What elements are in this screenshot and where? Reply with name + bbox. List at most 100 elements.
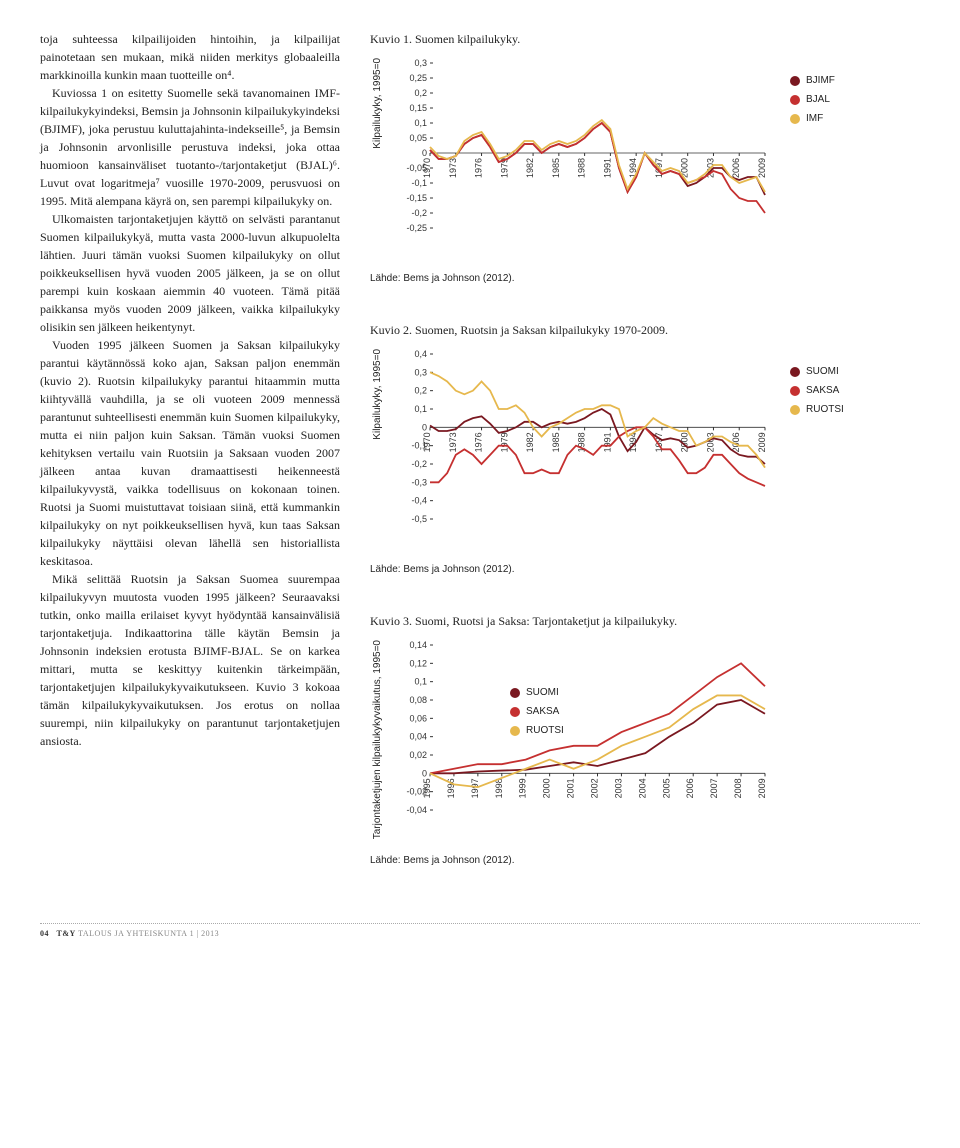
svg-text:0: 0 xyxy=(422,148,427,158)
svg-text:1979: 1979 xyxy=(499,432,509,452)
legend-label: SUOMI xyxy=(806,364,839,379)
legend-label: RUOTSI xyxy=(806,402,844,417)
body-text-column: toja suhteessa kilpailijoiden hintoihin,… xyxy=(40,30,340,903)
legend-label: RUOTSI xyxy=(526,723,564,738)
svg-text:0,2: 0,2 xyxy=(414,386,427,396)
svg-text:-0,5: -0,5 xyxy=(411,514,427,524)
svg-text:0,1: 0,1 xyxy=(414,404,427,414)
legend-item: BJIMF xyxy=(790,73,835,88)
svg-text:0: 0 xyxy=(422,768,427,778)
svg-text:1995: 1995 xyxy=(422,778,432,798)
legend-dot xyxy=(790,405,800,415)
svg-text:0,4: 0,4 xyxy=(414,349,427,359)
svg-text:0,25: 0,25 xyxy=(409,73,427,83)
svg-text:-0,3: -0,3 xyxy=(411,477,427,487)
svg-text:-0,4: -0,4 xyxy=(411,496,427,506)
svg-text:-0,25: -0,25 xyxy=(406,223,427,233)
svg-text:2007: 2007 xyxy=(709,778,719,798)
svg-text:1982: 1982 xyxy=(525,432,535,452)
legend-dot xyxy=(510,688,520,698)
svg-text:1991: 1991 xyxy=(602,158,612,178)
body-paragraph: Kuviossa 1 on esitetty Suomelle sekä tav… xyxy=(40,84,340,210)
svg-text:1976: 1976 xyxy=(474,158,484,178)
chart-2-source: Lähde: Bems ja Johnson (2012). xyxy=(370,562,920,577)
chart-1-source: Lähde: Bems ja Johnson (2012). xyxy=(370,271,920,286)
legend-item: SUOMI xyxy=(790,364,844,379)
legend-dot xyxy=(790,95,800,105)
svg-text:2006: 2006 xyxy=(685,778,695,798)
legend-dot xyxy=(790,114,800,124)
svg-text:2006: 2006 xyxy=(731,158,741,178)
svg-text:1999: 1999 xyxy=(518,778,528,798)
chart-2-svg: -0,5-0,4-0,3-0,2-0,100,10,20,30,41970197… xyxy=(390,349,770,549)
svg-text:0,04: 0,04 xyxy=(409,732,427,742)
legend-item: BJAL xyxy=(790,92,835,107)
chart-2-title: Kuvio 2. Suomen, Ruotsin ja Saksan kilpa… xyxy=(370,321,920,339)
svg-text:0,15: 0,15 xyxy=(409,103,427,113)
legend-dot xyxy=(790,367,800,377)
svg-text:2003: 2003 xyxy=(613,778,623,798)
legend-label: IMF xyxy=(806,111,823,126)
svg-text:1973: 1973 xyxy=(448,432,458,452)
svg-text:0,12: 0,12 xyxy=(409,658,427,668)
legend-label: BJAL xyxy=(806,92,830,107)
journal-rest: TALOUS JA YHTEISKUNTA 1 | 2013 xyxy=(78,929,219,938)
svg-text:2000: 2000 xyxy=(542,778,552,798)
journal-abbrev: T&Y xyxy=(57,929,76,938)
legend-label: SAKSA xyxy=(526,704,559,719)
svg-text:1988: 1988 xyxy=(577,158,587,178)
svg-text:2004: 2004 xyxy=(637,778,647,798)
svg-text:1982: 1982 xyxy=(525,158,535,178)
chart-1-legend: BJIMF BJAL IMF xyxy=(790,73,835,130)
chart-3-source: Lähde: Bems ja Johnson (2012). xyxy=(370,853,920,868)
svg-text:1970: 1970 xyxy=(422,158,432,178)
svg-text:-0,1: -0,1 xyxy=(411,178,427,188)
svg-text:2009: 2009 xyxy=(757,432,767,452)
svg-text:0,1: 0,1 xyxy=(414,118,427,128)
legend-dot xyxy=(790,76,800,86)
chart-1: Kuvio 1. Suomen kilpailukyky. Kilpailuky… xyxy=(370,30,920,286)
legend-item: SAKSA xyxy=(790,383,844,398)
svg-text:0,02: 0,02 xyxy=(409,750,427,760)
legend-label: SAKSA xyxy=(806,383,839,398)
svg-text:0,1: 0,1 xyxy=(414,677,427,687)
svg-text:1985: 1985 xyxy=(551,158,561,178)
legend-item: SUOMI xyxy=(510,685,564,700)
svg-text:1985: 1985 xyxy=(551,432,561,452)
chart-2: Kuvio 2. Suomen, Ruotsin ja Saksan kilpa… xyxy=(370,321,920,577)
legend-item: SAKSA xyxy=(510,704,564,719)
svg-text:0,2: 0,2 xyxy=(414,88,427,98)
chart-1-title: Kuvio 1. Suomen kilpailukyky. xyxy=(370,30,920,48)
svg-text:0,3: 0,3 xyxy=(414,58,427,68)
svg-text:1991: 1991 xyxy=(602,432,612,452)
body-paragraph: Ulkomaisten tarjontaketjujen käyttö on s… xyxy=(40,210,340,336)
svg-text:2005: 2005 xyxy=(661,778,671,798)
page-number: 04 xyxy=(40,929,49,938)
svg-text:0,14: 0,14 xyxy=(409,640,427,650)
svg-text:1997: 1997 xyxy=(470,778,480,798)
svg-text:2001: 2001 xyxy=(566,778,576,798)
chart-3-svg: -0,04-0,0200,020,040,060,080,10,120,1419… xyxy=(390,640,770,840)
legend-item: RUOTSI xyxy=(510,723,564,738)
body-paragraph: Vuoden 1995 jälkeen Suomen ja Saksan kil… xyxy=(40,336,340,570)
body-paragraph: Mikä selittää Ruotsin ja Saksan Suomea s… xyxy=(40,570,340,750)
chart-3-legend: SUOMI SAKSA RUOTSI xyxy=(510,685,564,742)
legend-item: IMF xyxy=(790,111,835,126)
chart-1-ylabel: Kilpailukyky, 1995=0 xyxy=(370,58,385,149)
svg-text:2008: 2008 xyxy=(733,778,743,798)
legend-label: BJIMF xyxy=(806,73,835,88)
chart-3-title: Kuvio 3. Suomi, Ruotsi ja Saksa: Tarjont… xyxy=(370,612,920,630)
legend-item: RUOTSI xyxy=(790,402,844,417)
svg-text:0: 0 xyxy=(422,422,427,432)
page-footer: 04 T&Y TALOUS JA YHTEISKUNTA 1 | 2013 xyxy=(40,923,920,940)
svg-text:1976: 1976 xyxy=(474,432,484,452)
legend-dot xyxy=(510,707,520,717)
svg-text:2003: 2003 xyxy=(705,432,715,452)
chart-1-svg: -0,25-0,2-0,15-0,1-0,0500,050,10,150,20,… xyxy=(390,58,770,258)
chart-2-ylabel: Kilpailukyky, 1995=0 xyxy=(370,349,385,440)
svg-text:1970: 1970 xyxy=(422,432,432,452)
chart-3: Kuvio 3. Suomi, Ruotsi ja Saksa: Tarjont… xyxy=(370,612,920,868)
svg-text:0,3: 0,3 xyxy=(414,367,427,377)
svg-text:-0,2: -0,2 xyxy=(411,459,427,469)
svg-text:0,05: 0,05 xyxy=(409,133,427,143)
